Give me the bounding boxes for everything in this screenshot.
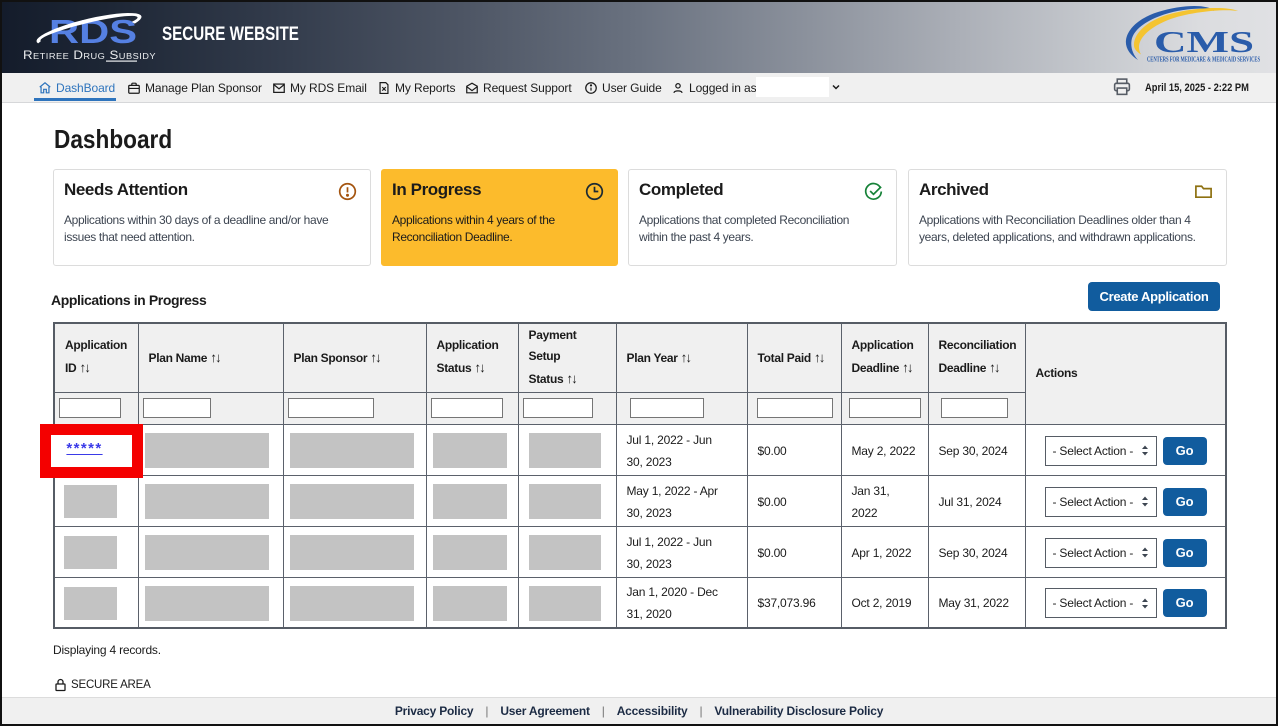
svg-text:Retiree Drug Subsidy: Retiree Drug Subsidy <box>23 50 156 62</box>
svg-text:CENTERS FOR MEDICARE & MEDICAI: CENTERS FOR MEDICARE & MEDICAID SERVICES <box>1147 56 1260 64</box>
svg-text:CMS: CMS <box>1154 24 1254 59</box>
